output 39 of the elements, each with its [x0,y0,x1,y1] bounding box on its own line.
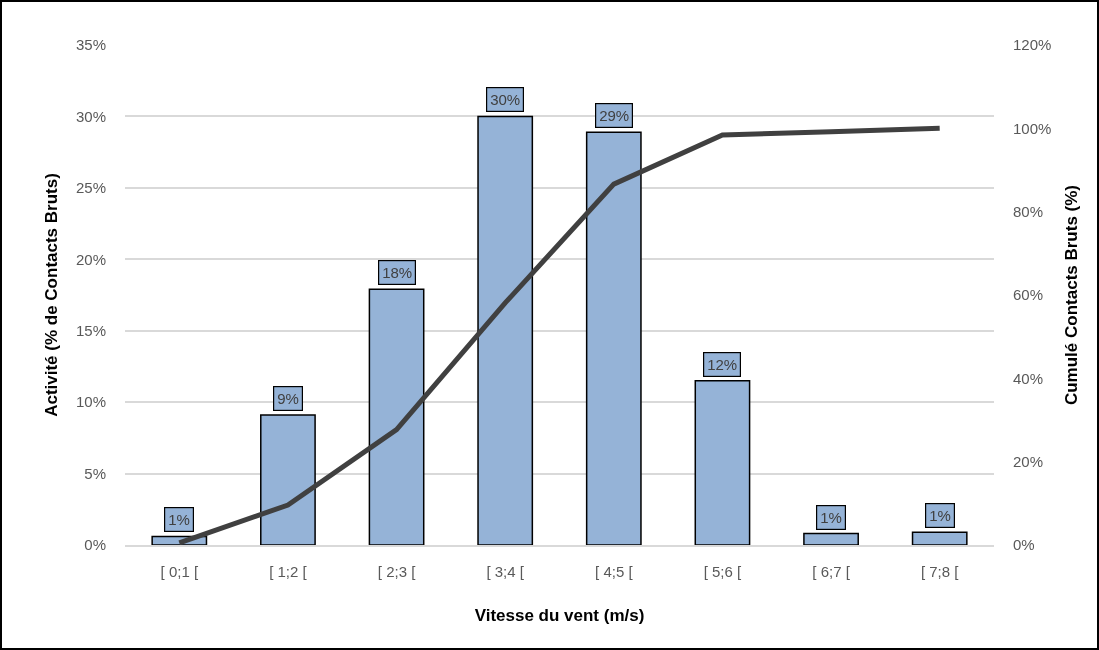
data-label: 9% [277,390,299,408]
data-label: 1% [820,509,842,527]
x-tick-label: [ 3;4 [ [486,562,525,580]
data-label: 12% [707,356,738,374]
x-tick-label: [ 0;1 [ [160,562,199,580]
data-label: 1% [929,507,951,525]
x-tick-label: [ 1;2 [ [269,562,308,580]
x-tick-label: [ 2;3 [ [377,562,417,580]
x-axis-title: Vitesse du vent (m/s) [474,605,645,625]
x-tick-label: [ 4;5 [ [595,562,634,580]
y2-tick-label: 100% [1013,119,1052,137]
data-label: 30% [490,91,521,109]
y-axis-title: Activité (% de Contacts Bruts) [41,173,61,417]
y-tick-label: 15% [75,321,106,339]
y-tick-label: 30% [75,107,106,125]
y2-axis-title: Cumulé Contacts Bruts (%) [1061,184,1081,406]
y-tick-label: 0% [84,536,106,554]
x-tick-label: [ 5;6 [ [703,562,743,580]
y2-tick-label: 60% [1013,286,1044,304]
data-label: 18% [382,264,413,282]
y2-tick-label: 0% [1013,536,1035,554]
y-tick-label: 35% [75,36,106,54]
bar [585,131,642,545]
y-tick-label: 25% [75,179,106,197]
y2-tick-label: 20% [1013,452,1044,470]
y2-tick-label: 120% [1013,36,1052,54]
bar [368,288,425,545]
y2-tick-label: 80% [1013,202,1044,220]
data-label: 29% [599,107,630,125]
y2-tick-label: 40% [1013,369,1044,387]
x-tick-label: [ 6;7 [ [812,562,851,580]
y-tick-label: 20% [75,250,106,268]
y-tick-label: 5% [84,464,106,482]
y-tick-label: 10% [75,393,106,411]
x-tick-label: [ 7;8 [ [920,562,960,580]
data-label: 1% [168,511,190,529]
bar [260,414,316,545]
bar [911,531,968,545]
bar [477,115,534,545]
